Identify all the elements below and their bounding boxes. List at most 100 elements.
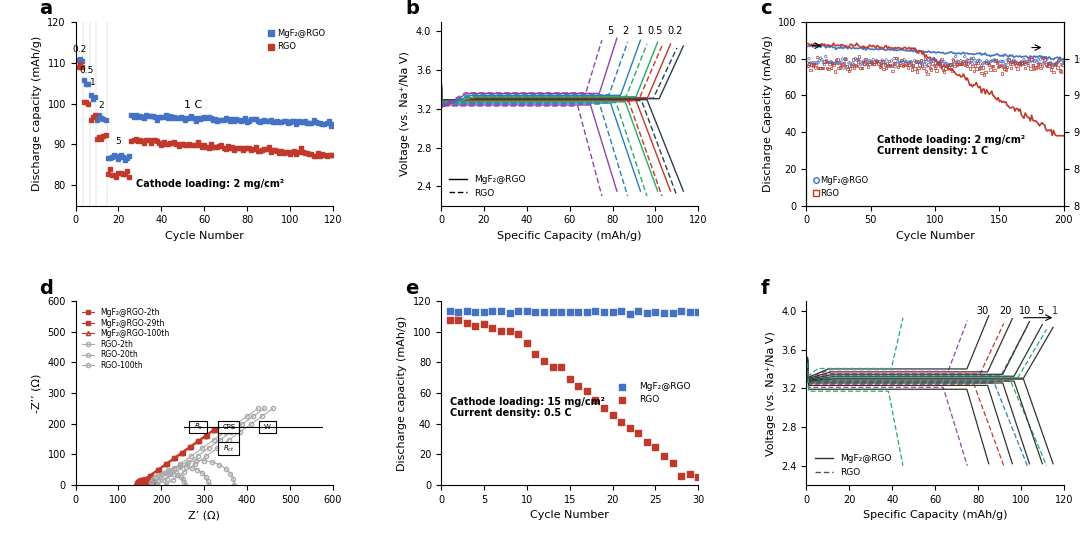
Point (984, 62, 1001, 70)
Point (800, 54, 818, 63)
Point (882, 57, 900, 65)
Point (956, 52, 973, 61)
Point (1049, 63, 1066, 72)
Point (901, 58, 918, 66)
Point (993, 61, 1010, 70)
Point (822, 57, 839, 66)
Point (1000, 58, 1017, 66)
Point (869, 59, 887, 68)
Point (989, 58, 1007, 66)
Point (809, 58, 826, 67)
Point (930, 59, 947, 68)
RGO (536, 356, 553, 365)
Point (841, 59, 859, 68)
Point (1054, 60, 1071, 69)
Text: 0.5: 0.5 (79, 66, 94, 75)
Point (1016, 64, 1034, 72)
Point (976, 68, 994, 76)
Point (1029, 60, 1047, 69)
Point (854, 58, 872, 66)
MgF₂@RGO (536, 307, 553, 316)
Point (807, 60, 824, 69)
Point (995, 63, 1012, 71)
Point (851, 52, 868, 61)
Point (953, 56, 970, 65)
Text: Cathode loading: 15 mg/cm²
Current density: 0.5 C: Cathode loading: 15 mg/cm² Current densi… (449, 397, 605, 418)
Point (1053, 67, 1070, 76)
Text: 0.5: 0.5 (648, 26, 663, 37)
Point (1039, 54, 1056, 63)
Point (980, 57, 997, 66)
Point (831, 64, 848, 72)
Point (1024, 61, 1041, 70)
Point (929, 60, 946, 69)
Point (1035, 54, 1052, 63)
Point (875, 64, 892, 73)
Point (839, 63, 856, 71)
MgF₂@RGO (595, 307, 612, 316)
Point (974, 63, 991, 72)
Point (941, 63, 958, 71)
X-axis label: Cycle Number: Cycle Number (165, 231, 244, 241)
Point (933, 57, 950, 65)
Point (855, 59, 873, 68)
Point (947, 57, 964, 66)
MgF₂@RGO (562, 308, 579, 317)
Point (1023, 55, 1040, 64)
Point (859, 58, 876, 67)
RGO (586, 396, 604, 404)
Point (969, 57, 986, 65)
Point (1041, 59, 1058, 68)
Point (999, 63, 1016, 71)
Point (989, 62, 1007, 71)
MgF₂@RGO (621, 310, 638, 318)
Point (1015, 55, 1032, 64)
Point (933, 54, 950, 63)
Point (1001, 56, 1018, 65)
Point (1051, 54, 1068, 63)
Point (812, 54, 829, 63)
Point (1009, 64, 1026, 72)
Point (880, 57, 897, 65)
RGO (449, 316, 467, 325)
RGO (569, 382, 586, 390)
Point (845, 59, 862, 68)
RGO (673, 471, 690, 480)
Y-axis label: Discharge capacity (mAh/g): Discharge capacity (mAh/g) (31, 36, 42, 191)
Point (940, 60, 957, 69)
Point (861, 56, 878, 65)
Point (1008, 62, 1025, 70)
Point (852, 60, 869, 69)
Point (1026, 57, 1043, 66)
Point (842, 61, 860, 70)
MgF₂@RGO (73, 56, 86, 63)
Text: d: d (40, 279, 53, 298)
Point (881, 61, 899, 70)
Point (826, 67, 843, 76)
Point (1034, 53, 1051, 62)
Point (896, 59, 914, 68)
Point (852, 64, 869, 72)
Point (927, 56, 944, 64)
Point (833, 60, 850, 69)
Point (1027, 63, 1044, 72)
Point (1030, 59, 1048, 68)
Point (1035, 59, 1052, 68)
Point (1002, 64, 1020, 72)
RGO (278, 150, 291, 156)
Point (894, 58, 912, 66)
Point (943, 66, 960, 75)
Point (814, 58, 832, 67)
Point (905, 61, 922, 70)
Point (1003, 59, 1021, 68)
Point (929, 58, 946, 67)
Point (808, 52, 825, 61)
Text: 1: 1 (90, 78, 96, 87)
Text: c: c (760, 0, 772, 19)
MgF₂@RGO (458, 307, 475, 316)
RGO (492, 327, 510, 336)
Point (1021, 54, 1038, 63)
X-axis label: Z’ (Ω): Z’ (Ω) (188, 510, 220, 520)
Point (912, 60, 929, 69)
Point (868, 57, 886, 65)
